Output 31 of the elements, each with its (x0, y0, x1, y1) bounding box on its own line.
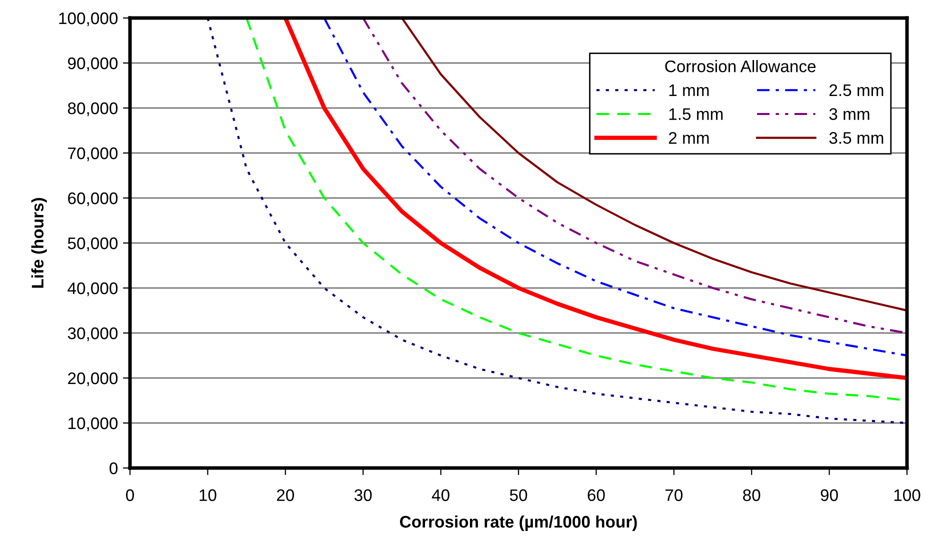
y-tick-label: 70,000 (68, 147, 118, 162)
y-tick-label: 20,000 (68, 372, 118, 386)
x-tick-label: 50 (510, 489, 528, 502)
y-tick-label: 50,000 (68, 237, 118, 252)
legend-label: 2 mm (668, 132, 709, 144)
legend-label: 3 mm (829, 108, 870, 120)
y-tick-label: 10,000 (68, 417, 118, 432)
y-tick-label: 30,000 (68, 327, 118, 342)
legend-label: 2.5 mm (830, 84, 884, 96)
x-axis-title: Corrosion rate (µm/1000 hour) (400, 515, 637, 532)
x-tick-label: 90 (820, 489, 838, 502)
x-tick-label: 20 (276, 489, 294, 502)
legend-label: 1 mm (669, 84, 709, 96)
x-tick-label: 70 (665, 489, 683, 502)
y-tick-label: 90,000 (68, 57, 118, 72)
legend-label: 3.5 mm (829, 132, 884, 144)
x-tick-label: 30 (354, 489, 372, 502)
legend-label: 1.5 mm (669, 108, 723, 120)
x-tick-label: 10 (200, 489, 216, 502)
y-tick-label: 60,000 (68, 192, 118, 206)
x-tick-label: 80 (743, 489, 760, 502)
y-tick-label: 0 (110, 462, 118, 474)
y-tick-label: 100,000 (59, 12, 118, 26)
legend-title: Corrosion Allowance (665, 60, 816, 72)
x-tick-label: 100 (894, 489, 920, 502)
x-tick-label: 40 (432, 489, 450, 502)
x-tick-label: 0 (126, 489, 134, 502)
y-axis-title: Life (hours) (31, 198, 47, 288)
y-tick-label: 40,000 (68, 282, 118, 296)
y-tick-label: 80,000 (68, 102, 118, 116)
x-tick-label: 60 (588, 489, 605, 502)
